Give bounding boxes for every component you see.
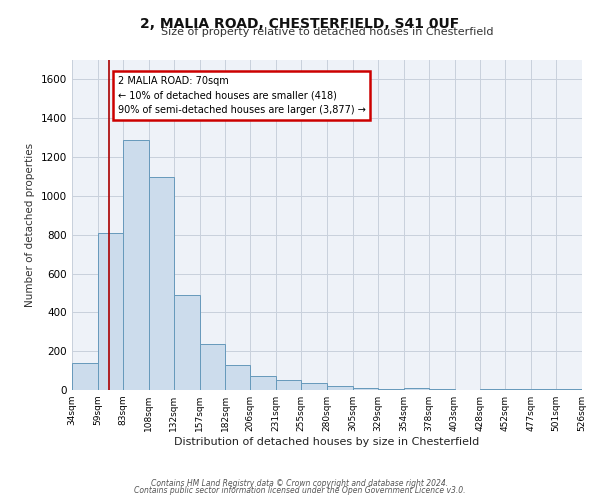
Bar	[226, 365, 250, 390]
Bar	[301, 383, 327, 390]
Bar	[173, 295, 199, 390]
Bar	[428, 389, 455, 390]
Bar	[353, 388, 378, 390]
Bar	[149, 178, 173, 390]
Text: 2 MALIA ROAD: 70sqm
← 10% of detached houses are smaller (418)
90% of semi-detac: 2 MALIA ROAD: 70sqm ← 10% of detached ho…	[118, 76, 365, 115]
Bar	[199, 344, 226, 390]
Title: Size of property relative to detached houses in Chesterfield: Size of property relative to detached ho…	[161, 27, 493, 37]
Bar	[250, 376, 276, 390]
Text: 2, MALIA ROAD, CHESTERFIELD, S41 0UF: 2, MALIA ROAD, CHESTERFIELD, S41 0UF	[140, 18, 460, 32]
Bar	[505, 389, 531, 390]
Bar	[404, 388, 428, 390]
Bar	[98, 233, 123, 390]
Bar	[327, 386, 353, 390]
Bar	[378, 389, 404, 390]
Y-axis label: Number of detached properties: Number of detached properties	[25, 143, 35, 307]
Text: Contains public sector information licensed under the Open Government Licence v3: Contains public sector information licen…	[134, 486, 466, 495]
Bar	[531, 389, 556, 390]
Bar	[276, 380, 301, 390]
Bar	[556, 389, 582, 390]
Text: Contains HM Land Registry data © Crown copyright and database right 2024.: Contains HM Land Registry data © Crown c…	[151, 478, 449, 488]
Bar	[481, 389, 505, 390]
Bar	[72, 363, 98, 390]
Bar	[123, 140, 149, 390]
X-axis label: Distribution of detached houses by size in Chesterfield: Distribution of detached houses by size …	[175, 437, 479, 447]
